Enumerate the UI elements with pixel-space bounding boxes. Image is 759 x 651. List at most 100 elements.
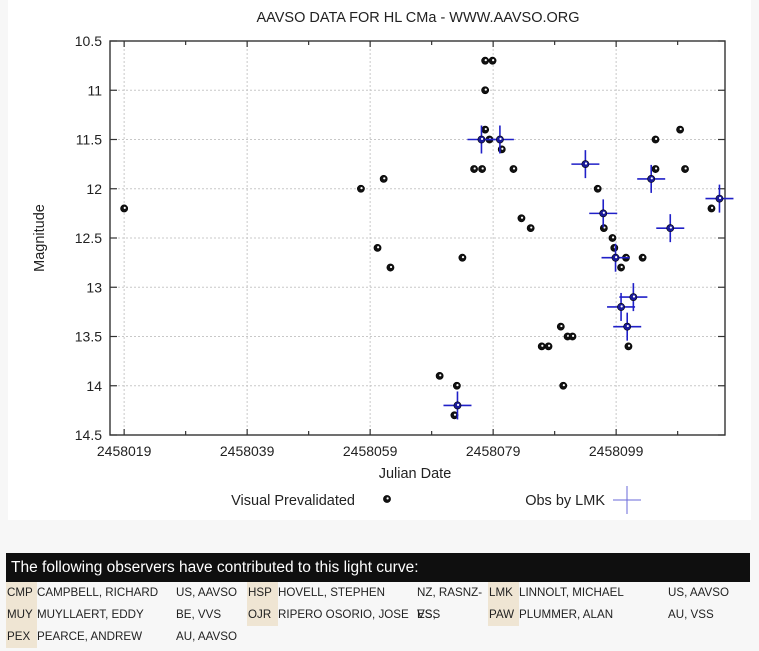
lmk-marker-highlight: [499, 137, 502, 140]
observer-code: [247, 626, 278, 648]
observer-location: US, AAVSO: [668, 586, 729, 599]
marker-dot-highlight: [389, 265, 393, 269]
observer-entry: OJR RIPERO OSORIO, JOSE ES,: [247, 604, 488, 626]
marker-dot-highlight: [484, 127, 487, 131]
observer-entry: [247, 626, 488, 648]
visual-point: [568, 332, 577, 341]
visual-point: [488, 56, 497, 65]
observer-location: BE, VVS: [176, 608, 222, 621]
visual-point: [120, 204, 129, 213]
observers-header: The following observers have contributed…: [6, 553, 750, 582]
observer-code: CMP: [6, 582, 37, 604]
marker-dot-highlight: [560, 324, 563, 328]
observer-name: [519, 626, 668, 648]
observer-location: ES,: [417, 608, 436, 621]
observer-code: [488, 626, 519, 648]
lmk-point: [601, 243, 630, 272]
observer-code: LMK: [488, 582, 519, 604]
marker-dot-highlight: [684, 167, 687, 170]
lmk-marker-highlight: [650, 177, 653, 180]
observer-code: PEX: [6, 626, 37, 648]
observer-location: AU, AAVSO: [176, 630, 237, 643]
visual-point: [481, 86, 490, 95]
lmk-marker-highlight: [626, 324, 629, 328]
series-obs-by-lmk: [443, 125, 734, 420]
marker-dot-highlight: [383, 177, 386, 180]
x-tick-label: 2458079: [466, 443, 521, 459]
lmk-marker-highlight: [632, 295, 636, 298]
legend: Visual Prevalidated Obs by LMK: [231, 486, 641, 514]
observer-entry: HSP HOVELL, STEPHEN NZ, RASNZ-VSS: [247, 582, 488, 621]
marker-dot-highlight: [655, 167, 658, 170]
observer-name: PEARCE, ANDREW: [37, 630, 143, 643]
marker-dot-highlight: [360, 187, 363, 190]
x-tick-label: 2458059: [343, 443, 398, 459]
lmk-point: [619, 283, 648, 312]
marker-dot-highlight: [501, 147, 504, 150]
visual-point: [651, 165, 660, 173]
x-tick-label: 2458039: [220, 443, 275, 459]
observers-section: The following observers have contributed…: [6, 553, 750, 648]
lmk-point: [571, 150, 600, 179]
lmk-marker-highlight: [602, 211, 605, 214]
marker-dot-highlight: [484, 88, 487, 91]
observer-name: HOVELL, STEPHEN: [278, 586, 385, 599]
marker-dot-highlight: [377, 246, 380, 249]
marker-dot-highlight: [655, 137, 658, 140]
marker-dot-highlight: [520, 216, 524, 219]
observer-name: LINNOLT, MICHAEL: [519, 586, 624, 599]
lmk-marker-highlight: [718, 196, 722, 200]
observer-location: US, AAVSO: [176, 586, 237, 599]
marker-dot-highlight: [481, 167, 484, 170]
marker-dot-highlight: [547, 344, 551, 347]
lmk-marker-highlight: [480, 137, 484, 140]
observer-entry: LMK LINNOLT, MICHAEL US, AAVSO: [488, 582, 759, 604]
visual-point: [608, 234, 617, 242]
observer-entry: [488, 626, 759, 648]
visual-point: [481, 56, 490, 65]
visual-point: [452, 381, 461, 390]
lmk-point: [607, 292, 636, 321]
marker-dot-highlight: [123, 206, 126, 209]
observer-row: CMP CAMPBELL, RICHARD US, AAVSO HSP HOVELL, …: [6, 582, 750, 621]
y-tick-label: 14: [86, 378, 102, 394]
lmk-point: [485, 125, 514, 154]
lmk-point: [705, 184, 734, 213]
observer-code: OJR: [247, 604, 278, 626]
series-visual-prevalidated: [120, 56, 716, 420]
chart-title: AAVSO DATA FOR HL CMa - WWW.AAVSO.ORG: [256, 10, 579, 26]
marker-dot-highlight: [439, 374, 442, 377]
marker-dot-highlight: [562, 384, 565, 387]
visual-point: [357, 184, 365, 193]
light-curve-chart: AAVSO DATA FOR HL CMa - WWW.AAVSO.ORG 24…: [32, 10, 734, 514]
x-axis-label: Julian Date: [379, 466, 452, 482]
marker-dot-highlight: [679, 127, 682, 131]
visual-point: [470, 165, 478, 173]
visual-point: [681, 165, 689, 173]
legend-symbol-visual: [383, 495, 391, 503]
observer-name: PLUMMER, ALAN: [519, 608, 614, 621]
marker-dot-highlight: [620, 265, 623, 269]
y-tick-label: 13.5: [75, 329, 102, 345]
observer-name: MUYLLAERT, EDDY: [37, 608, 144, 621]
observer-location: AU, VSS: [668, 608, 714, 621]
observer-code: PAW: [488, 604, 519, 626]
observer-location: NZ, RASNZ-VSS: [417, 586, 483, 621]
visual-point: [379, 174, 388, 183]
observer-code: HSP: [247, 582, 278, 604]
lmk-marker-highlight: [456, 403, 460, 406]
light-curve-chart-panel: AAVSO DATA FOR HL CMa - WWW.AAVSO.ORG 24…: [8, 0, 751, 520]
marker-dot-highlight: [473, 167, 476, 170]
legend-label-visual: Visual Prevalidated: [231, 493, 355, 509]
y-tick-label: 12.5: [75, 230, 102, 246]
visual-point: [478, 165, 486, 173]
visual-point: [559, 381, 568, 390]
visual-point: [593, 184, 602, 193]
visual-point: [435, 371, 444, 380]
lmk-marker-highlight: [615, 256, 618, 259]
observer-row: MUY MUYLLAERT, EDDY BE, VVS OJR RIPERO OSORI…: [6, 604, 750, 626]
lmk-marker-highlight: [669, 226, 672, 229]
marker-dot-highlight: [541, 344, 544, 347]
marker-dot-highlight: [627, 344, 631, 347]
y-tick-label: 11.5: [76, 132, 102, 148]
